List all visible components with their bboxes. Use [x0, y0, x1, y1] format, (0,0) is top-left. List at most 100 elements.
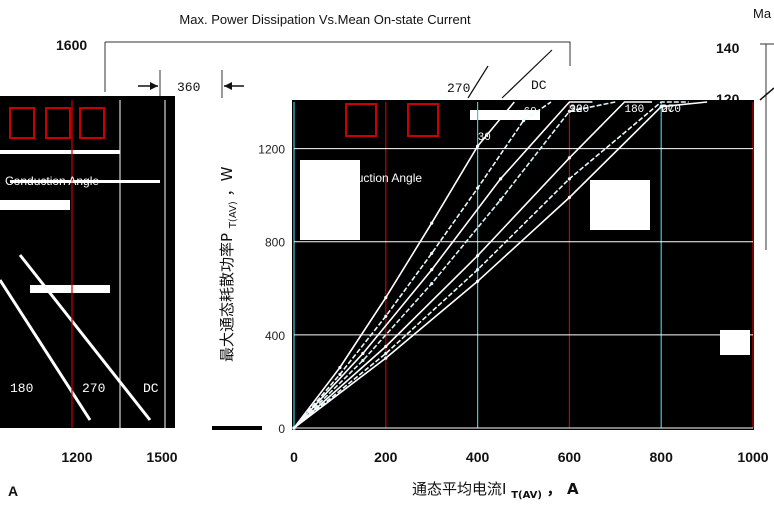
y-tick-label-bg-400: [262, 325, 290, 344]
series-point-60-3: [430, 251, 434, 255]
left-panel-xtick-1200: 1200: [61, 449, 92, 465]
x-tick-label-1000: 1000: [737, 449, 768, 465]
left-panel-series-180: 180: [10, 381, 33, 396]
series-label-DC: DC: [661, 104, 675, 116]
pulse-waveform-1: [345, 103, 377, 137]
arrowhead-right: [224, 82, 232, 90]
right-clipped-title: Ma: [753, 6, 772, 21]
series-point-60-1: [338, 372, 342, 377]
y-tick-label-1200: 1200: [258, 143, 285, 157]
plot-white-patch-c: [720, 330, 750, 355]
y-tick-label-bg-1200: [262, 139, 290, 158]
right-panel-curve: [759, 87, 774, 101]
x-axis-title: 通态平均电流I T(AV) ， A: [412, 480, 579, 502]
series-label-60: 60: [524, 107, 537, 119]
left-panel-curve-b: [18, 254, 152, 421]
series-point-DC-3: [567, 195, 572, 200]
tick-layer: 0 200 400 600 800 1000 0 400 800 1200: [258, 139, 769, 465]
left-panel-pulse-2: [45, 107, 71, 139]
left-panel-pulse-3: [79, 107, 105, 139]
conduction-angle-label: Conduction Angle: [328, 171, 422, 185]
main-plot: Conduction Angle 0 200 400 600 800 1000 0 400 80…: [258, 100, 769, 465]
left-panel-xtick-1500: 1500: [146, 449, 177, 465]
series-point-120-3: [498, 198, 503, 202]
series-point-120-2: [430, 282, 434, 286]
plot-white-patch-b: [590, 180, 650, 230]
left-panel-streak-d: [30, 285, 110, 293]
series-point-270-2: [476, 268, 480, 272]
series-point-60-2: [384, 314, 388, 318]
x-axis-title-sub: T(AV): [511, 490, 542, 501]
left-panel: Conduction Angle 180 270 DC 1200 1500 A: [0, 96, 264, 499]
x-axis-title-main: 通态平均电流I: [412, 480, 506, 498]
y-axis-title-sub: T(AV): [228, 201, 239, 229]
series-line-30: [293, 101, 515, 429]
pointer-270: [467, 65, 489, 99]
series-label-180: 180: [624, 104, 644, 116]
series-point-30-1: [338, 365, 342, 370]
series-point-30-2: [384, 296, 388, 300]
y-tick-label-bg-800: [262, 232, 290, 251]
left-panel-streak-a: [0, 200, 70, 210]
series-point-DC-0: [292, 426, 296, 430]
background-chart: Max. Power Dissipation Vs.Mean On-state …: [56, 6, 774, 250]
background-frame: [105, 41, 571, 66]
y-tick-label-bg-0: [262, 419, 290, 437]
left-panel-series-dc: DC: [143, 381, 159, 396]
pointer-dc: [501, 49, 553, 99]
series-point-180-3: [567, 156, 572, 160]
x-tick-label-400: 400: [466, 449, 490, 465]
annotation-dc: DC: [531, 78, 547, 93]
pulse-waveform-2: [407, 103, 439, 137]
y-tick-label-800: 800: [265, 236, 285, 250]
series-line-120: [293, 101, 616, 429]
arrowhead-left: [150, 82, 158, 90]
y-tick-label-0: 0: [278, 422, 285, 436]
x-axis-title-unit: ， A: [547, 480, 579, 498]
background-ytick-1600: 1600: [56, 37, 87, 53]
series-line-180: [293, 101, 652, 429]
series-point-DC-1: [384, 356, 388, 360]
series-point-90-1: [361, 351, 365, 356]
x-tick-label-600: 600: [558, 449, 582, 465]
series-point-270-3: [567, 177, 572, 181]
left-panel-streak-c: [0, 150, 120, 154]
series-line-270: [293, 101, 689, 429]
series-point-120-1: [361, 358, 365, 363]
series-point-60-5: [521, 119, 526, 123]
series-point-270-1: [384, 351, 388, 356]
y-axis-title-unit: ，W: [218, 166, 236, 196]
plot-area: [292, 100, 754, 430]
series-label-120: 120: [569, 104, 589, 116]
chart-title: Max. Power Dissipation Vs.Mean On-state …: [179, 12, 471, 27]
series-point-30-4: [476, 144, 480, 148]
series-line-90: [293, 101, 593, 429]
annotation-270: 270: [447, 81, 470, 96]
series-label-90: 90: [569, 104, 582, 116]
x-tick-label-0: 0: [290, 449, 298, 465]
left-panel-streak-b: [10, 180, 160, 183]
left-panel-pulse-1: [9, 107, 35, 139]
series-point-30-3: [430, 221, 434, 225]
left-panel-curve-a: [0, 279, 92, 421]
plot-white-patch-d: [470, 110, 540, 120]
annotation-360: 360: [177, 80, 200, 95]
series-line-DC: [293, 101, 708, 429]
series-point-60-4: [476, 186, 480, 190]
left-panel-series-270: 270: [82, 381, 105, 396]
series-point-180-1: [384, 344, 388, 349]
series-point-DC-2: [476, 279, 480, 283]
x-tick-label-800: 800: [650, 449, 674, 465]
series-point-90-3: [498, 177, 503, 181]
plot-white-patch-a: [300, 160, 360, 240]
series-label-270: 270: [661, 104, 681, 116]
y-axis-title: 最大通态耗散功率P T(AV) ，W: [218, 166, 239, 362]
series-point-DC-4: [659, 105, 663, 109]
y-tick-label-400: 400: [265, 329, 285, 343]
left-panel-inset-label: Conduction Angle: [5, 174, 99, 188]
series-layer: [292, 101, 708, 430]
series-point-120-4: [567, 109, 572, 113]
series-point-90-2: [430, 268, 434, 272]
